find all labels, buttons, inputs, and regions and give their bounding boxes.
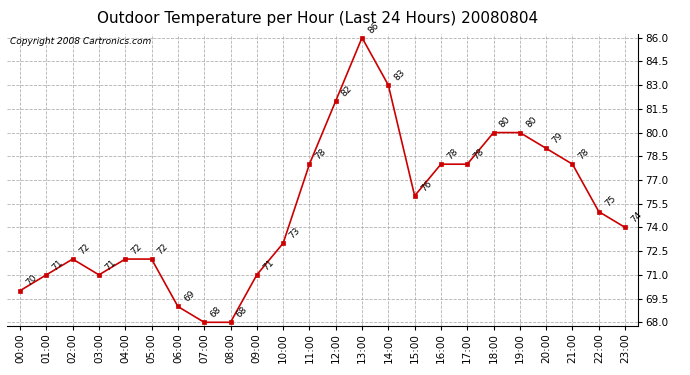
Text: 68: 68 <box>208 305 223 320</box>
Text: 74: 74 <box>629 210 644 225</box>
Text: Outdoor Temperature per Hour (Last 24 Hours) 20080804: Outdoor Temperature per Hour (Last 24 Ho… <box>97 11 538 26</box>
Text: 86: 86 <box>366 20 381 35</box>
Text: 79: 79 <box>551 131 565 146</box>
Text: 80: 80 <box>524 115 538 130</box>
Text: 71: 71 <box>103 258 117 272</box>
Text: 78: 78 <box>577 147 591 161</box>
Text: 76: 76 <box>419 178 433 193</box>
Text: 72: 72 <box>77 242 91 256</box>
Text: 70: 70 <box>24 273 39 288</box>
Text: 72: 72 <box>156 242 170 256</box>
Text: 68: 68 <box>235 305 249 320</box>
Text: 69: 69 <box>182 289 197 304</box>
Text: 82: 82 <box>340 84 354 98</box>
Text: 75: 75 <box>603 194 618 209</box>
Text: 80: 80 <box>497 115 512 130</box>
Text: 83: 83 <box>393 68 407 82</box>
Text: 78: 78 <box>445 147 460 161</box>
Text: 78: 78 <box>313 147 328 161</box>
Text: 71: 71 <box>261 258 275 272</box>
Text: 78: 78 <box>471 147 486 161</box>
Text: 71: 71 <box>50 258 65 272</box>
Text: 72: 72 <box>130 242 144 256</box>
Text: Copyright 2008 Cartronics.com: Copyright 2008 Cartronics.com <box>10 37 151 46</box>
Text: 73: 73 <box>287 226 302 240</box>
